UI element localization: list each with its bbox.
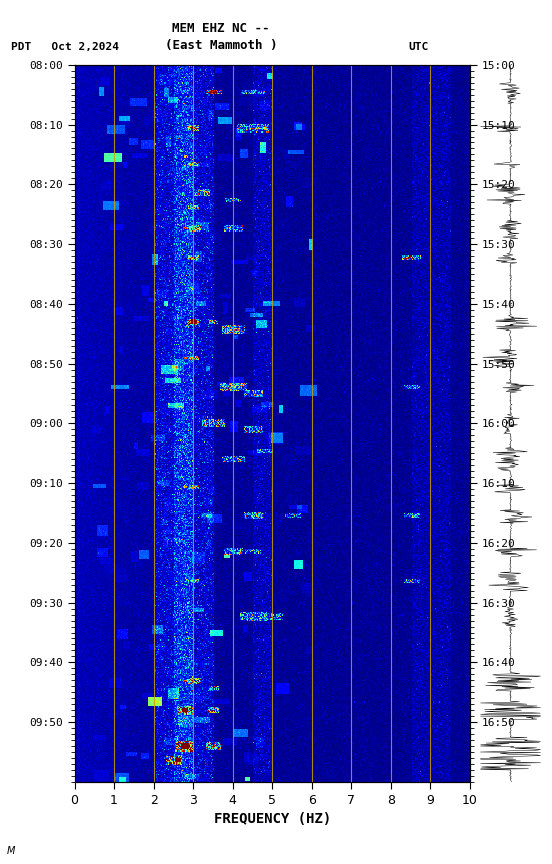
Text: MEM EHZ NC --: MEM EHZ NC -- <box>172 22 269 35</box>
Text: UTC: UTC <box>408 41 429 52</box>
Text: $\mathit{M}$: $\mathit{M}$ <box>6 843 15 855</box>
Text: PDT   Oct 2,2024: PDT Oct 2,2024 <box>11 41 119 52</box>
X-axis label: FREQUENCY (HZ): FREQUENCY (HZ) <box>214 812 331 826</box>
Text: (East Mammoth ): (East Mammoth ) <box>164 39 277 52</box>
